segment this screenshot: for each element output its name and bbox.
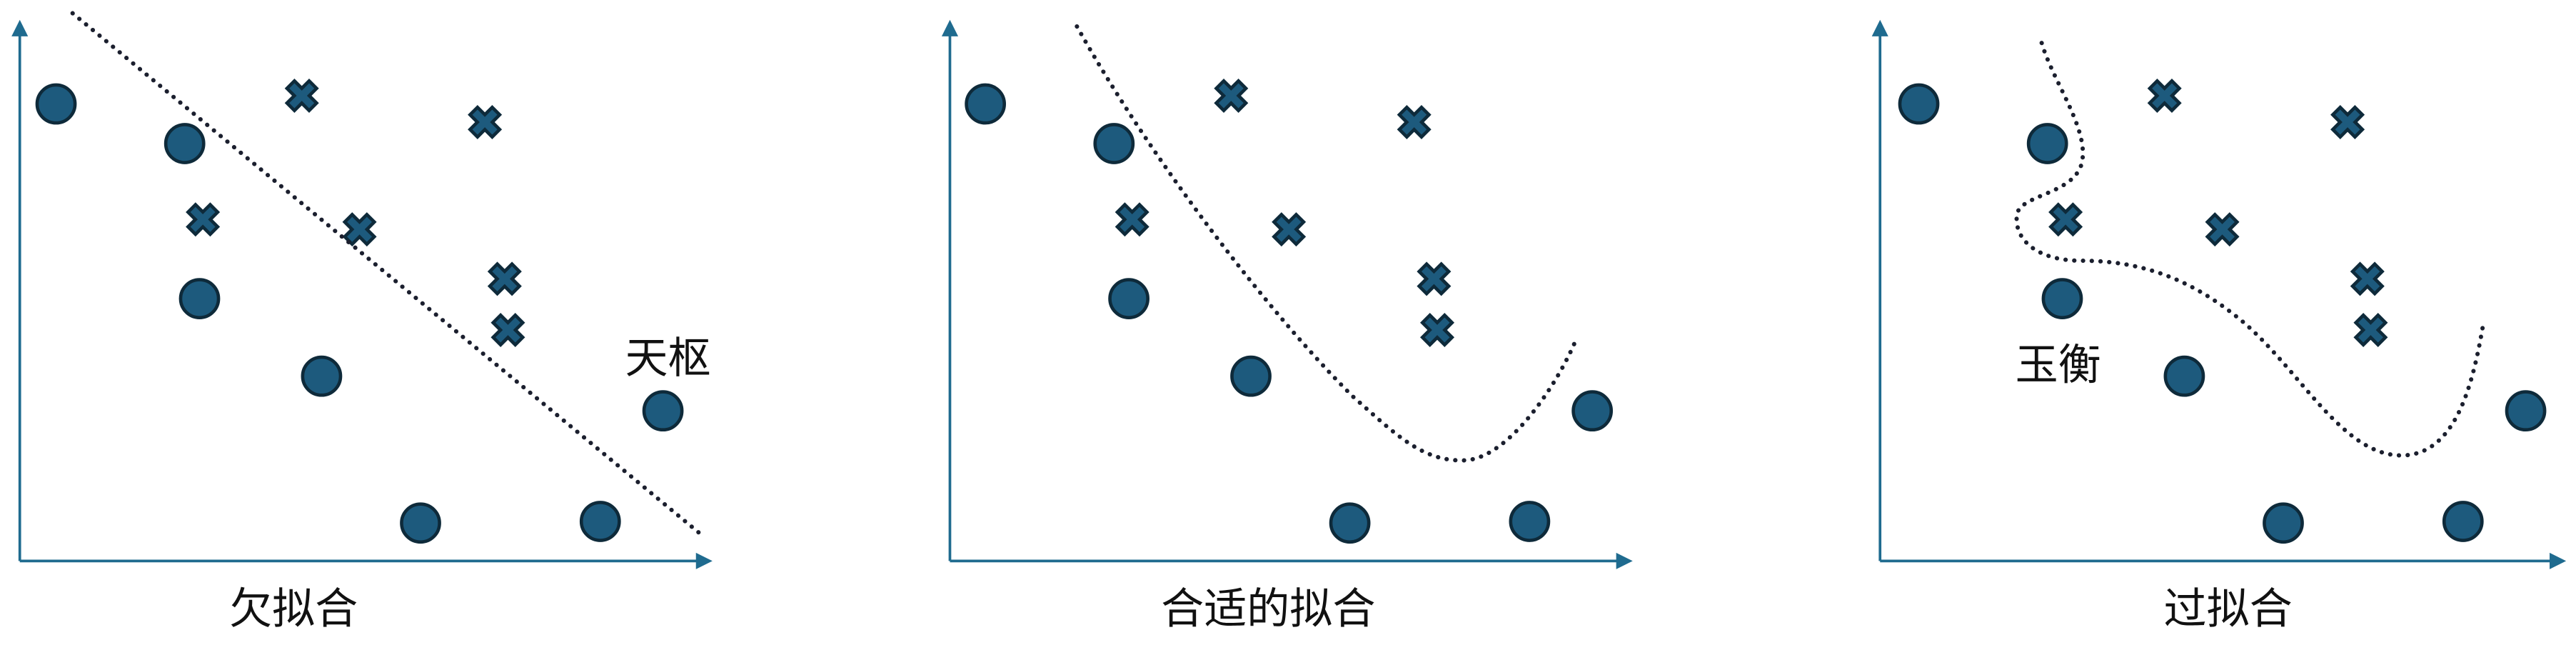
data-point-circle — [2263, 502, 2304, 544]
point-annotation-label: 玉衡 — [2016, 340, 2101, 390]
x-axis-arrow-icon — [695, 552, 713, 569]
data-point-circle — [2041, 278, 2083, 319]
y-axis-arrow-icon — [11, 19, 29, 36]
panel-underfit: 天枢 欠拟合 — [11, 11, 713, 634]
data-point-circle — [400, 502, 441, 544]
data-point-cross — [186, 202, 221, 237]
fit-curve-good-fit — [1075, 24, 1579, 463]
data-point-circle — [2163, 355, 2205, 397]
data-point-circle — [301, 355, 343, 397]
data-point-circle — [1898, 83, 1940, 125]
data-point-cross — [2350, 261, 2385, 296]
data-point-circle — [1571, 390, 1614, 432]
data-point-cross — [2205, 212, 2240, 247]
panel-caption: 过拟合 — [2164, 584, 2293, 634]
data-points — [1898, 78, 2547, 544]
x-axis-arrow-icon — [1616, 552, 1633, 569]
data-point-cross — [1272, 212, 1307, 247]
data-point-cross — [490, 312, 525, 348]
data-point-circle — [1108, 278, 1149, 319]
point-annotation-label: 天枢 — [625, 334, 710, 384]
data-point-cross — [487, 261, 522, 296]
data-point-circle — [1509, 501, 1551, 542]
data-point-cross — [1115, 202, 1149, 237]
data-point-cross — [1397, 104, 1432, 139]
data-point-circle — [178, 278, 221, 319]
data-point-cross — [1417, 261, 1451, 296]
data-point-circle — [2442, 501, 2484, 542]
data-point-circle — [1230, 355, 1272, 397]
panel-caption: 合适的拟合 — [1161, 584, 1375, 634]
data-point-cross — [284, 78, 319, 114]
axes — [941, 19, 1633, 569]
data-points — [35, 78, 684, 544]
data-point-cross — [2330, 104, 2365, 139]
data-point-circle — [579, 501, 621, 542]
data-point-cross — [2147, 78, 2182, 114]
data-point-cross — [1420, 312, 1455, 348]
axes — [11, 19, 713, 569]
fit-line-underfit — [70, 11, 702, 536]
data-point-circle — [2026, 123, 2068, 164]
panel-good-fit: 合适的拟合 — [941, 19, 1633, 634]
data-point-circle — [1329, 502, 1371, 544]
panel-overfit: 玉衡 过拟合 — [1871, 19, 2567, 634]
data-point-circle — [2505, 390, 2547, 432]
y-axis-arrow-icon — [1871, 19, 1888, 36]
data-points — [965, 78, 1614, 544]
data-point-circle — [35, 83, 77, 125]
data-point-circle — [163, 123, 206, 164]
data-point-circle — [1093, 123, 1135, 164]
fit-curve-overfit — [2014, 41, 2486, 458]
x-axis-arrow-icon — [2550, 552, 2567, 569]
axes — [1871, 19, 2567, 569]
data-point-cross — [2353, 312, 2388, 348]
data-point-cross — [468, 104, 503, 139]
panel-caption: 欠拟合 — [229, 584, 358, 634]
data-point-cross — [342, 212, 377, 247]
data-point-circle — [642, 390, 684, 432]
data-point-cross — [1214, 78, 1249, 114]
data-point-circle — [965, 83, 1007, 125]
y-axis-arrow-icon — [941, 19, 959, 36]
data-point-cross — [2048, 202, 2083, 237]
